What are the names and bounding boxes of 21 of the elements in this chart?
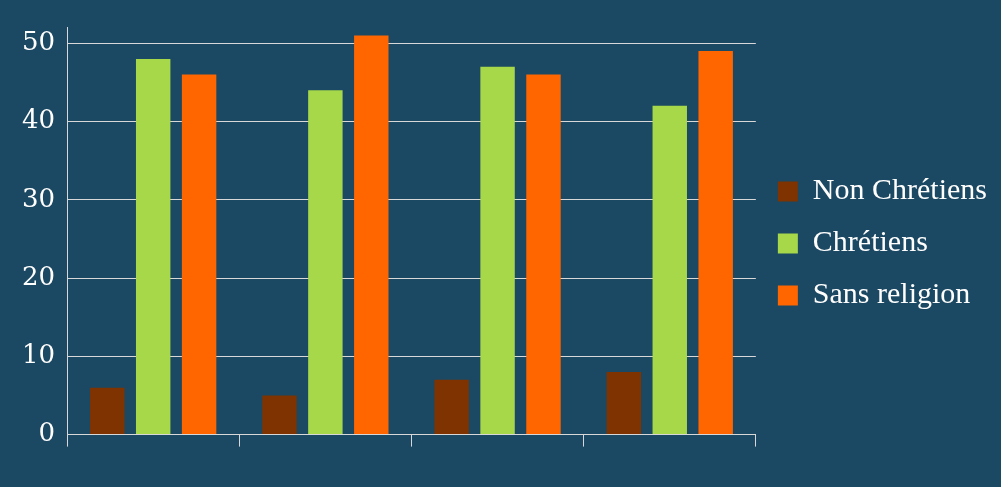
y-tick-label: 0	[38, 417, 56, 448]
bar	[698, 51, 733, 435]
y-tick-label: 50	[21, 26, 56, 56]
bar	[652, 105, 687, 435]
bar	[606, 371, 642, 435]
legend-label: Non Chrétiens	[812, 172, 987, 206]
y-tick-label: 20	[21, 260, 56, 291]
y-tick-label: 30	[21, 182, 56, 213]
bar	[434, 379, 469, 435]
bar	[135, 58, 171, 435]
legend-label: Chrétiens	[812, 224, 928, 258]
bar	[262, 395, 297, 435]
bar	[354, 35, 389, 435]
bar	[90, 387, 125, 435]
bar	[181, 74, 217, 435]
y-tick-label: 40	[21, 104, 56, 135]
bar	[526, 74, 561, 435]
bar	[308, 90, 343, 435]
bar	[480, 66, 515, 435]
y-tick-label: 10	[21, 339, 56, 370]
legend-label: Sans religion	[812, 276, 971, 310]
